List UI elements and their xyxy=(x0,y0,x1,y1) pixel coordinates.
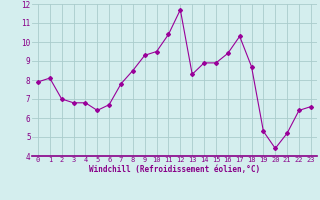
X-axis label: Windchill (Refroidissement éolien,°C): Windchill (Refroidissement éolien,°C) xyxy=(89,165,260,174)
